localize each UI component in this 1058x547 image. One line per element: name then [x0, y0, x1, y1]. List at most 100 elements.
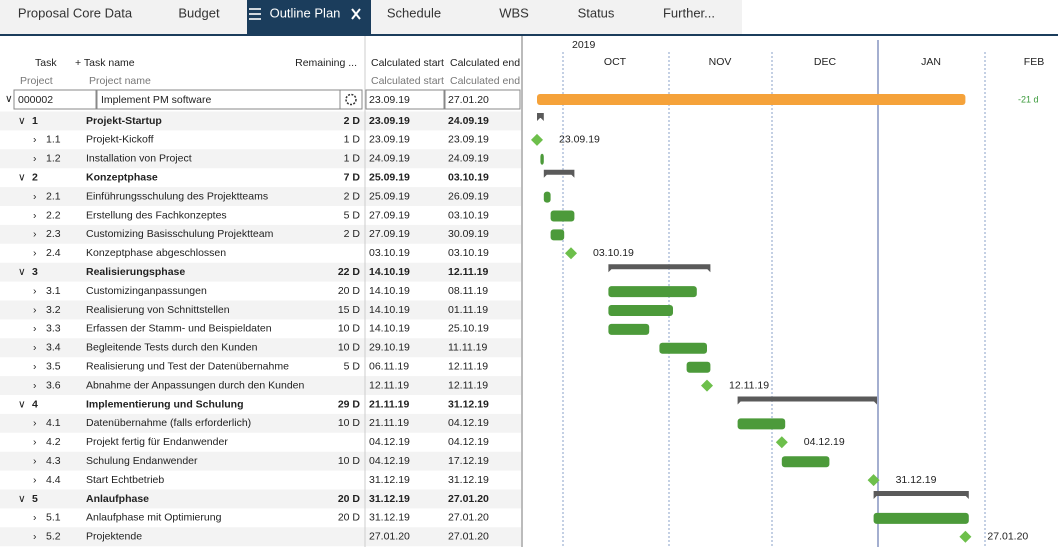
expander[interactable]: › [33, 323, 37, 335]
start: 23.09.19 [369, 134, 410, 146]
expander[interactable]: › [33, 360, 37, 372]
expander[interactable]: › [33, 134, 37, 146]
gantt-label: 23.09.19 [559, 134, 600, 146]
end: 03.10.19 [448, 209, 489, 221]
project-start: 23.09.19 [369, 94, 410, 106]
expander[interactable]: ∨ [18, 171, 26, 183]
end: 23.09.19 [448, 134, 489, 146]
start: 04.12.19 [369, 455, 410, 467]
close-icon[interactable] [351, 8, 361, 20]
year-label: 2019 [572, 39, 596, 51]
task-name: Customizing Basisschulung Projektteam [86, 228, 274, 240]
header[interactable]: Project name [89, 75, 151, 87]
expander[interactable]: › [33, 342, 37, 354]
expander[interactable]: › [33, 474, 37, 486]
expander[interactable]: › [33, 512, 37, 524]
cell[interactable] [444, 89, 521, 110]
tab[interactable]: WBS [499, 5, 529, 20]
cell[interactable] [365, 89, 445, 110]
expander[interactable]: › [33, 209, 37, 221]
expander[interactable]: › [33, 247, 37, 259]
expander[interactable]: › [33, 436, 37, 448]
month-label: DEC [814, 56, 837, 68]
start: 27.01.20 [369, 531, 410, 543]
end: 25.10.19 [448, 323, 489, 335]
task-id: 3.5 [46, 360, 61, 372]
end: 12.11.19 [448, 266, 488, 278]
month-label: JAN [921, 56, 941, 68]
task-name: Implementierung und Schulung [86, 398, 244, 410]
start: 12.11.19 [369, 379, 409, 391]
start: 27.09.19 [369, 228, 410, 240]
expander[interactable]: ∨ [18, 266, 26, 278]
tab-active[interactable]: Outline Plan [270, 5, 341, 20]
header[interactable]: Calculated end [450, 75, 520, 87]
task-name: Customizinganpassungen [86, 285, 207, 297]
remaining: 22 D [338, 266, 361, 278]
expander[interactable]: › [33, 228, 37, 240]
expander[interactable]: ∨ [18, 493, 26, 505]
task-bar [550, 210, 575, 222]
expander[interactable]: › [33, 153, 37, 165]
task-id: 4.4 [46, 474, 61, 486]
row-bg [0, 413, 522, 433]
row-bg [0, 300, 522, 320]
expander[interactable]: › [33, 455, 37, 467]
settings-button[interactable] [339, 89, 363, 110]
expander[interactable]: ∨ [18, 398, 26, 410]
milestone [775, 436, 788, 449]
header[interactable]: Calculated end [450, 57, 520, 69]
expander[interactable]: › [33, 417, 37, 429]
start: 31.12.19 [369, 493, 410, 505]
tab[interactable]: Further... [663, 5, 715, 20]
expander[interactable]: › [33, 285, 37, 297]
expander[interactable]: ∨ [5, 93, 13, 105]
task-name: Erfassen der Stamm- und Beispieldaten [86, 323, 272, 335]
expander[interactable]: › [33, 379, 37, 391]
task-name: Abnahme der Anpassungen durch den Kunden [86, 379, 304, 391]
header[interactable]: Calculated start [371, 57, 444, 69]
header[interactable]: + Task name [75, 57, 135, 69]
gantt-label: 31.12.19 [896, 474, 937, 486]
task-id: 3 [32, 266, 38, 278]
tab[interactable]: Schedule [387, 5, 441, 20]
remaining: 20 D [338, 512, 361, 524]
tab[interactable]: Status [578, 5, 615, 20]
task-bar [686, 361, 711, 373]
tab[interactable]: Budget [178, 5, 220, 20]
header[interactable]: Task [35, 57, 57, 69]
start: 14.10.19 [369, 266, 410, 278]
expander[interactable]: › [33, 531, 37, 543]
end: 31.12.19 [448, 474, 489, 486]
task-id: 2.1 [46, 190, 61, 202]
task-id: 5 [32, 493, 38, 505]
task-id: 2 [32, 171, 38, 183]
expander[interactable]: ∨ [18, 115, 26, 127]
end: 24.09.19 [448, 115, 489, 127]
end: 27.01.20 [448, 493, 489, 505]
task-name: Realisierungsphase [86, 266, 185, 278]
header[interactable]: Calculated start [371, 75, 444, 87]
remaining: 15 D [338, 304, 361, 316]
row-bg [0, 111, 522, 131]
expander[interactable]: › [33, 190, 37, 202]
menu-icon[interactable] [249, 8, 261, 20]
task-name: Einführungsschulung des Projektteams [86, 190, 268, 202]
end: 31.12.19 [448, 398, 489, 410]
row-bg [0, 338, 522, 358]
cell[interactable] [13, 89, 97, 110]
month-label: OCT [604, 56, 627, 68]
end: 24.09.19 [448, 153, 489, 165]
task-id: 5.1 [46, 512, 61, 524]
task-bar [737, 418, 786, 430]
task-id: 1.2 [46, 153, 61, 165]
tab[interactable]: Proposal Core Data [18, 5, 133, 20]
task-id: 4.2 [46, 436, 61, 448]
task-name: Datenübernahme (falls erforderlich) [86, 417, 251, 429]
project-name: Implement PM software [101, 94, 211, 106]
header[interactable]: Project [20, 75, 53, 87]
header[interactable]: Remaining ... [295, 57, 357, 69]
expander[interactable]: › [33, 304, 37, 316]
